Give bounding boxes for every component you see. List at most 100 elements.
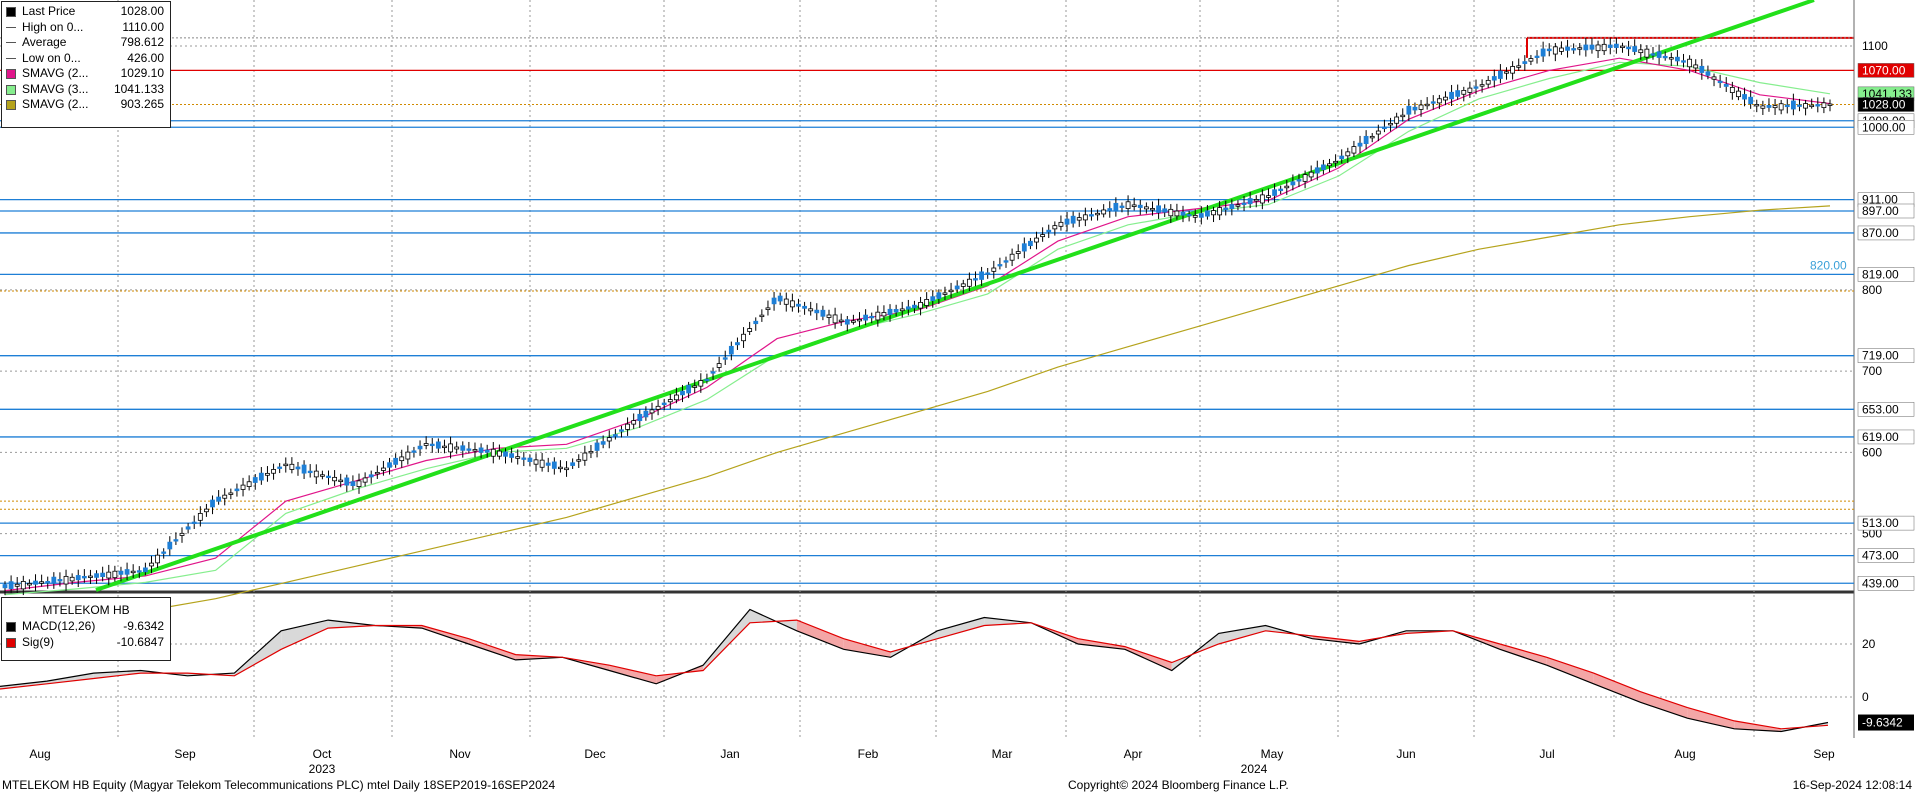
x-tick-label: Sep [1813, 747, 1835, 761]
legend-value: 903.265 [120, 97, 164, 111]
legend-row: SMAVG (2... 1029.10 [2, 66, 170, 82]
legend-value: -9.6342 [123, 619, 164, 633]
candle-body [1357, 142, 1363, 147]
macd-histogram-fill [281, 620, 329, 650]
candle-body [594, 442, 600, 451]
candle-body [1211, 210, 1216, 216]
candle-body [1650, 53, 1656, 56]
candle-body [1009, 253, 1015, 261]
candle-body [808, 308, 814, 312]
candle-body [1363, 135, 1369, 145]
price-tag-label: 1028.00 [1862, 98, 1906, 112]
sma-short-line [4, 57, 1831, 592]
trendline-line [95, 0, 1815, 592]
macd-panel [0, 608, 1829, 733]
candle-body [344, 477, 350, 486]
candle-body [1382, 126, 1387, 130]
candle-body [118, 570, 124, 575]
macd-histogram-fill [1124, 646, 1172, 671]
price-tag-box [1857, 120, 1915, 135]
price-tag-box [1857, 515, 1915, 531]
candle-body [570, 462, 576, 466]
price-tag-box [1857, 203, 1915, 219]
candle-body [1498, 70, 1503, 79]
candle-body [735, 342, 740, 346]
main-grid [0, 0, 1855, 738]
candle-body [1229, 204, 1235, 210]
candle-body [1821, 102, 1827, 109]
price-tag-box [1857, 225, 1915, 241]
candle-body [1125, 201, 1131, 209]
candle-body [686, 384, 692, 394]
macd-histogram-fill [515, 654, 563, 660]
candle-body [710, 371, 716, 374]
candle-body [796, 303, 801, 307]
price-tag-label: 1070.00 [1862, 63, 1906, 77]
legend-value: 1110.00 [122, 19, 164, 34]
candle-body [234, 488, 240, 492]
candle-body [802, 305, 807, 309]
candle-body [1449, 91, 1454, 100]
price-tag-box [1857, 548, 1915, 563]
candle-body [307, 470, 313, 474]
macd-tag-label: -9.6342 [1862, 716, 1903, 730]
dotted-levels [0, 37, 1854, 510]
candle-body [326, 475, 331, 479]
macd-histogram-fill [1546, 657, 1594, 684]
macd-histogram-fill [1312, 636, 1360, 644]
macd-grid [0, 595, 1854, 738]
sma-mid-line [4, 61, 1831, 596]
candle-body [643, 410, 649, 418]
candle-body [991, 267, 997, 272]
candle-body [741, 333, 746, 342]
legend-label: SMAVG (2... [22, 66, 89, 80]
x-tick-label: Nov [449, 747, 470, 761]
candle-body [1156, 205, 1161, 213]
candle-body [1583, 44, 1589, 51]
candle-body [1522, 61, 1528, 64]
candle-body [905, 306, 911, 310]
candle-body [716, 363, 722, 368]
candle-body [393, 457, 399, 465]
y-tick-label: 800 [1862, 283, 1882, 297]
legend-label: SMAVG (2... [22, 97, 89, 111]
candle-body [1784, 104, 1790, 108]
candle-body [240, 484, 246, 490]
price-tag-label: 619.00 [1862, 430, 1899, 444]
candle-body [960, 283, 966, 287]
candle-body [301, 464, 307, 474]
candle-body [503, 451, 508, 457]
macd-histogram-fill [1218, 625, 1266, 644]
candle-body [8, 581, 14, 589]
price-tag-box [1857, 97, 1915, 112]
x-year-label: 2024 [1241, 762, 1268, 776]
candle-body [1620, 45, 1625, 49]
candle-body [1174, 210, 1180, 217]
candle-body [210, 499, 215, 508]
candle-body [295, 466, 301, 470]
candle-body [423, 443, 429, 446]
legend-value: 798.612 [120, 35, 164, 49]
candle-body [1412, 106, 1418, 111]
candle-body [2, 584, 8, 589]
candle-body [1699, 65, 1705, 73]
candle-body [1223, 207, 1229, 210]
candle-body [435, 441, 441, 449]
candle-body [1662, 55, 1668, 59]
candle-body [1162, 208, 1168, 213]
candle-body [930, 296, 936, 301]
macd-histogram-fill [1687, 707, 1735, 729]
candle-body [1491, 76, 1497, 81]
candle-body [374, 471, 380, 475]
candle-body [765, 307, 771, 311]
candle-body [954, 285, 960, 290]
candle-body [625, 423, 630, 430]
candle-body [1534, 55, 1540, 59]
candle-body [1815, 104, 1821, 107]
candle-body [893, 309, 899, 313]
candle-body [1675, 56, 1680, 62]
candle-body [1046, 229, 1052, 233]
candle-body [1559, 47, 1564, 52]
legend-value: 1029.10 [120, 66, 164, 80]
